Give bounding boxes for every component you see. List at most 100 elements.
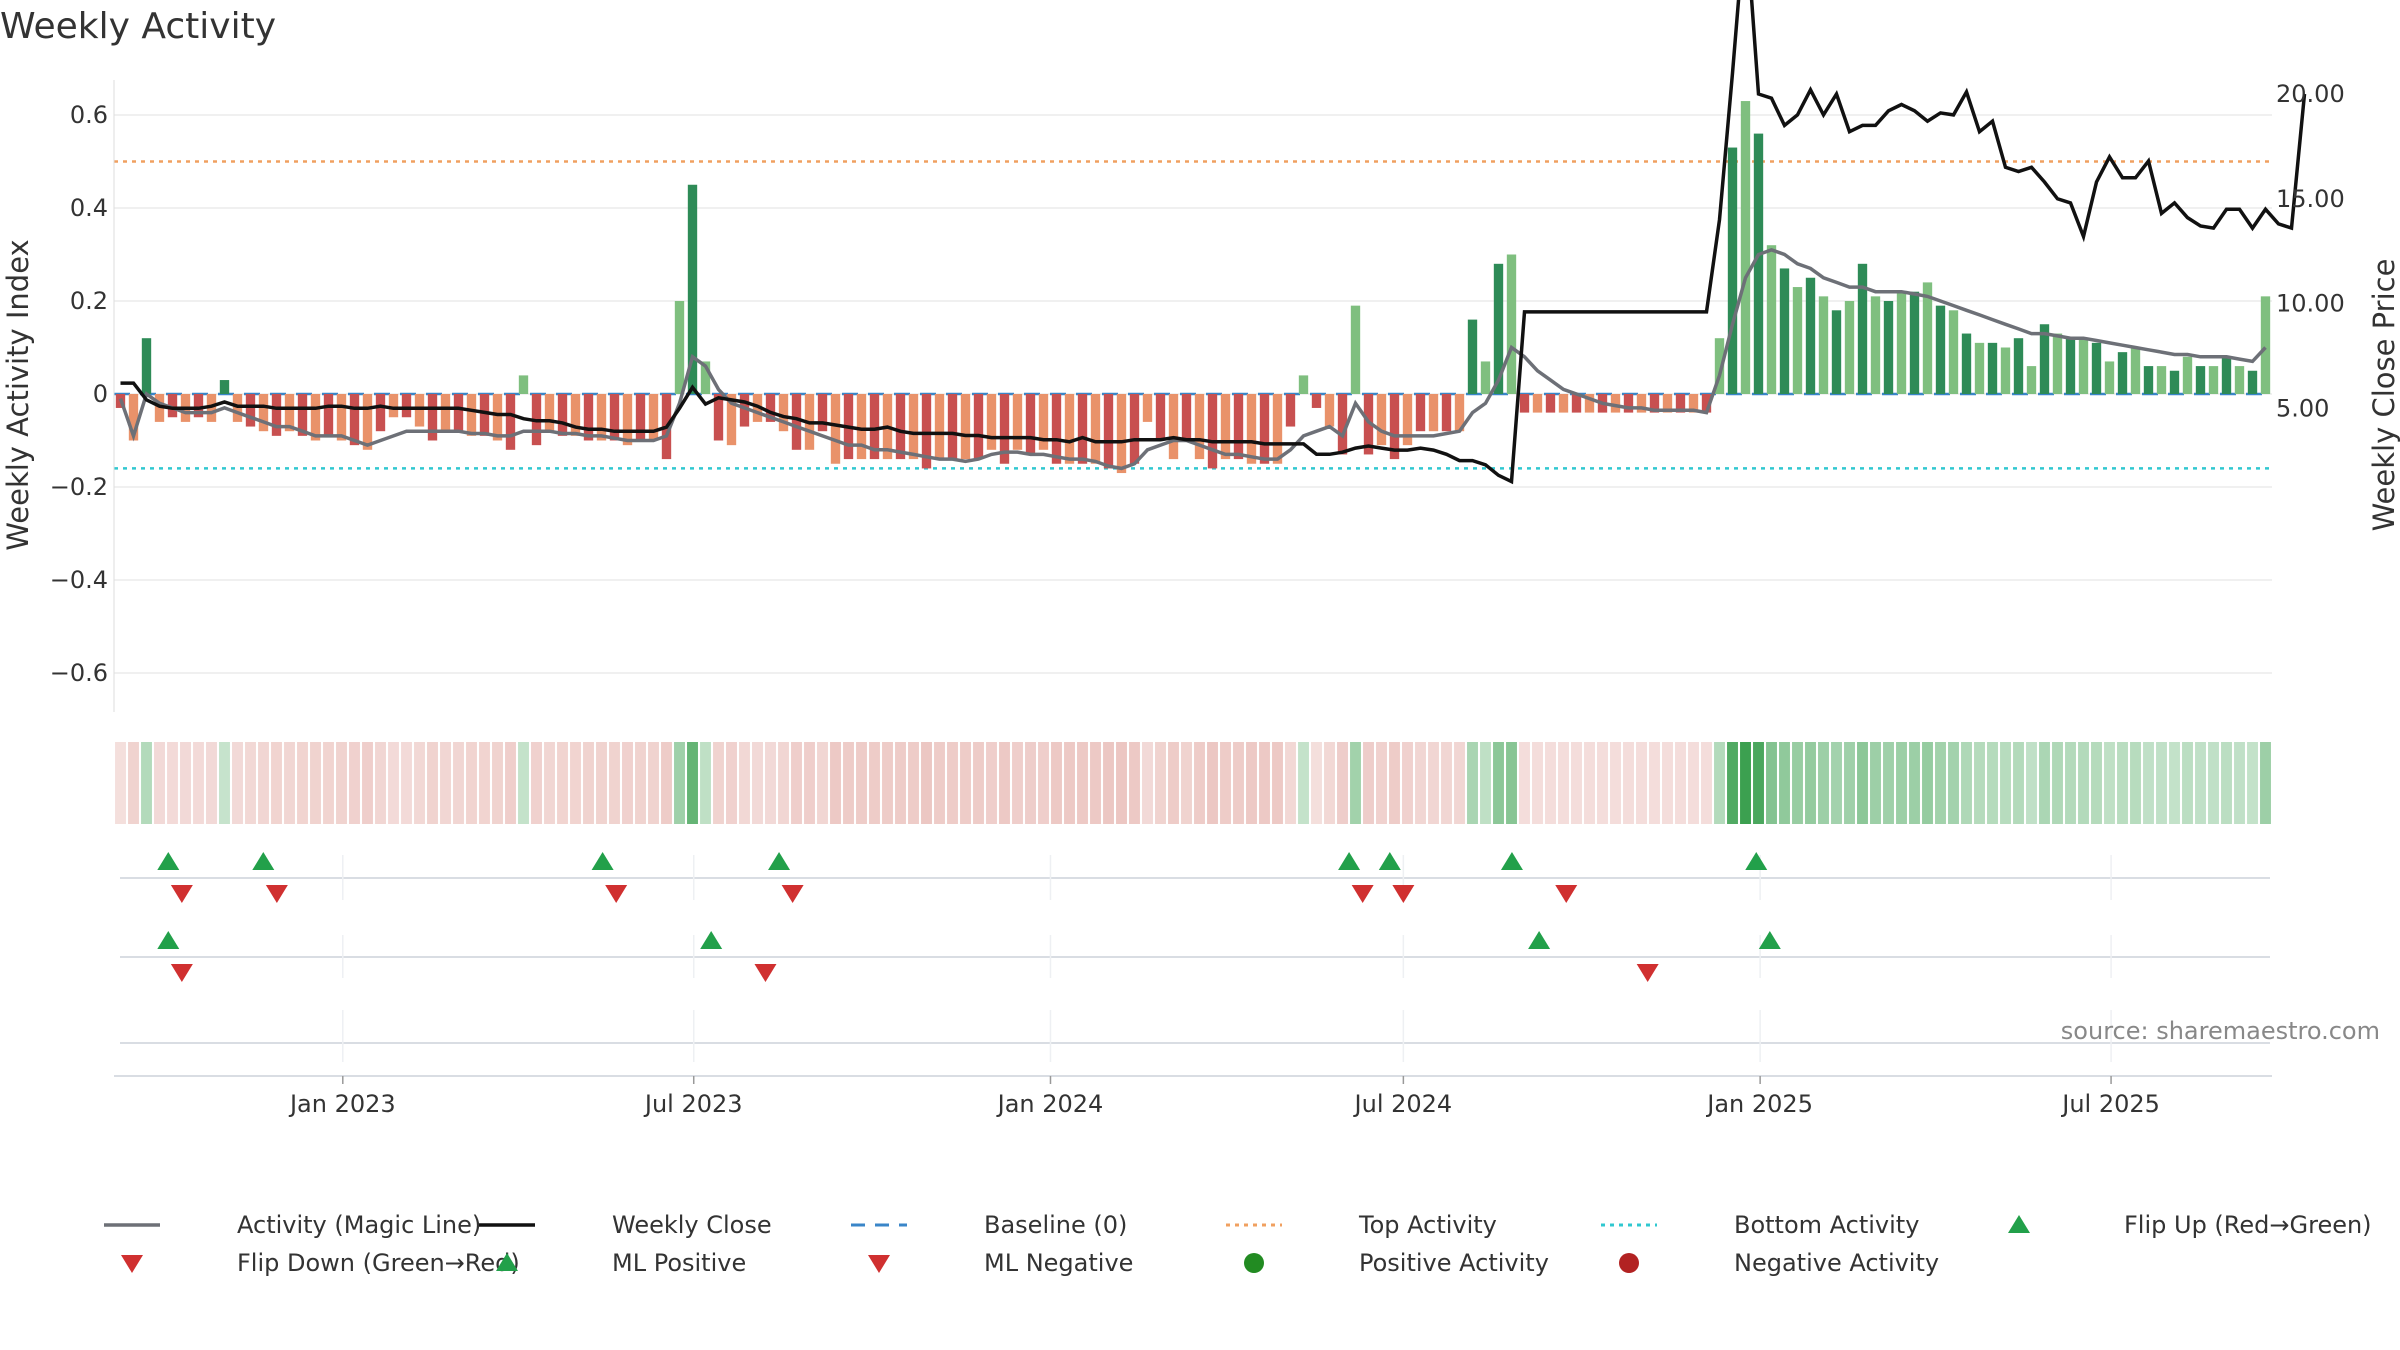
activity-bar [2169, 370, 2180, 394]
flip-down-marker [605, 885, 628, 903]
activity-bar [505, 394, 516, 450]
heat-cell [791, 742, 802, 824]
legend-item: Weekly Close [479, 1211, 772, 1239]
right-tick-label: 20.00 [2276, 80, 2345, 108]
activity-heat-strip [115, 742, 2271, 824]
heat-cell [284, 742, 295, 824]
ml-positive-marker [157, 931, 180, 949]
activity-bar [622, 394, 633, 446]
activity-bar [1584, 394, 1595, 413]
heat-cell [1896, 742, 1907, 824]
activity-bar [557, 394, 568, 436]
heat-cell [726, 742, 737, 824]
heat-cell [1805, 742, 1816, 824]
heat-cell [1727, 742, 1738, 824]
left-tick-label: 0.4 [70, 194, 108, 222]
magic-line-series [118, 247, 2267, 471]
activity-bar [271, 394, 282, 436]
heat-cell [635, 742, 646, 824]
legend-circle-icon [1244, 1253, 1264, 1273]
weekly-close-series [120, 0, 2307, 485]
activity-bar [1974, 342, 1985, 394]
activity-bar [1714, 338, 1725, 394]
activity-bar [1012, 394, 1023, 450]
heat-cell [1012, 742, 1023, 824]
activity-bar [1376, 394, 1387, 446]
x-tick-label: Jul 2023 [643, 1090, 743, 1118]
activity-bar [1467, 319, 1478, 394]
left-axis-label: Weekly Activity Index [1, 239, 35, 550]
activity-bar [1129, 394, 1140, 464]
heat-cell [765, 742, 776, 824]
flip-markers [157, 852, 1781, 982]
activity-bar [830, 394, 841, 464]
legend-label: Positive Activity [1359, 1249, 1549, 1277]
heat-cell [661, 742, 672, 824]
heat-cell [2078, 742, 2089, 824]
activity-bar [713, 394, 724, 441]
activity-bar [2026, 366, 2037, 394]
heat-cell [2104, 742, 2115, 824]
flip-up-marker [591, 852, 614, 870]
legend-triangle-up-icon [496, 1253, 518, 1271]
activity-bar [1285, 394, 1296, 427]
activity-bar [2078, 338, 2089, 394]
activity-bar [1935, 305, 1946, 394]
activity-bar [1883, 301, 1894, 394]
legend-label: ML Positive [612, 1249, 746, 1277]
activity-bar [1870, 296, 1881, 394]
activity-bar [1753, 133, 1764, 394]
heat-cell [1701, 742, 1712, 824]
x-tick-label: Jan 2023 [288, 1090, 396, 1118]
flip-down-marker [781, 885, 804, 903]
heat-cell [492, 742, 503, 824]
left-tick-label: 0.2 [70, 287, 108, 315]
activity-bar [1168, 394, 1179, 460]
heat-cell [427, 742, 438, 824]
heat-cell [921, 742, 932, 824]
activity-bar [791, 394, 802, 450]
legend-label: Activity (Magic Line) [237, 1211, 481, 1239]
right-tick-label: 15.00 [2276, 185, 2345, 213]
heat-cell [167, 742, 178, 824]
activity-bar [2130, 347, 2141, 394]
right-tick-label: 10.00 [2276, 290, 2345, 318]
heat-cell [180, 742, 191, 824]
activity-bar [1779, 268, 1790, 394]
heat-cell [1428, 742, 1439, 824]
activity-bar [453, 394, 464, 432]
activity-bar [2013, 338, 2024, 394]
activity-bar [1857, 263, 1868, 394]
legend-label: Flip Up (Red→Green) [2124, 1211, 2372, 1239]
heat-cell [986, 742, 997, 824]
heat-cell [518, 742, 529, 824]
activity-bar [1025, 394, 1036, 455]
heat-cell [2130, 742, 2141, 824]
activity-bar [947, 394, 958, 460]
activity-bar [362, 394, 373, 450]
activity-bar [1454, 394, 1465, 432]
heat-cell [843, 742, 854, 824]
activity-bar [141, 338, 152, 394]
activity-bar [297, 394, 308, 436]
heat-cell [466, 742, 477, 824]
heat-cell [2195, 742, 2206, 824]
activity-bar [1103, 394, 1114, 469]
heat-cell [2091, 742, 2102, 824]
heat-cell [2169, 742, 2180, 824]
heat-cell [1922, 742, 1933, 824]
heat-cell [973, 742, 984, 824]
activity-bar [414, 394, 425, 427]
marker-rows-grid [114, 855, 2272, 1077]
left-tick-label: −0.6 [50, 659, 108, 687]
ml-positive-marker [1528, 931, 1551, 949]
heat-cell [1077, 742, 1088, 824]
x-tick-label: Jul 2025 [2060, 1090, 2160, 1118]
activity-bar [2260, 296, 2271, 394]
activity-bar [1623, 394, 1634, 413]
activity-bar [1415, 394, 1426, 432]
heat-cell [1181, 742, 1192, 824]
activity-bar [1636, 394, 1647, 413]
activity-bar [934, 394, 945, 460]
activity-bar [1545, 394, 1556, 413]
